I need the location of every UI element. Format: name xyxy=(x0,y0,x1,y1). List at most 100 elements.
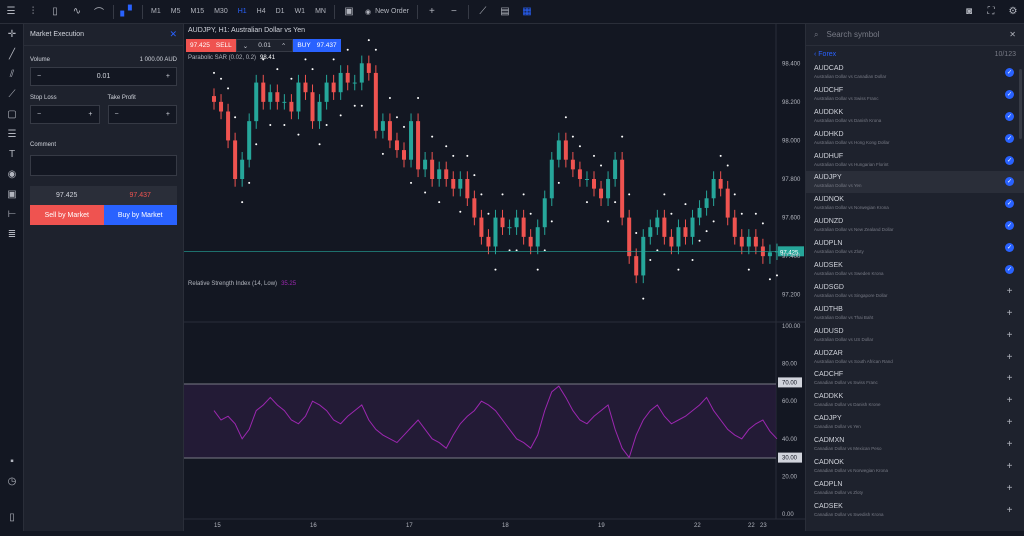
timeframe-mn[interactable]: MN xyxy=(315,8,326,15)
symbol-item-cadpln[interactable]: CADPLN Canadian Dollar vs Zloty + xyxy=(806,478,1024,500)
check-icon[interactable]: ✓ xyxy=(1005,155,1014,165)
group-header[interactable]: ‹ Forex 10/123 xyxy=(806,46,1024,62)
chart-svg[interactable]: 97.425 98.400 98.200 98.000 97.800 97.600 97.4… xyxy=(184,24,805,531)
symbol-item-cadsek[interactable]: CADSEK Canadian Dollar vs Swedish Krona + xyxy=(806,500,1024,522)
collapse-icon[interactable]: ▯ xyxy=(9,511,15,523)
timeframe-m15[interactable]: M15 xyxy=(190,8,205,15)
add-icon[interactable]: + xyxy=(1006,395,1013,407)
symbol-item-audhuf[interactable]: AUDHUF Australian Dollar vs Hungarian Flo… xyxy=(806,150,1024,172)
volume-icon[interactable]: ▖▘ xyxy=(120,6,136,17)
templates-icon[interactable]: ▤ xyxy=(500,6,510,17)
check-icon[interactable]: ✓ xyxy=(1005,89,1014,99)
take-profit-stepper[interactable]: − + xyxy=(107,105,177,124)
symbol-item-audnok[interactable]: AUDNOK Australian Dollar vs Norwegian Kro… xyxy=(806,193,1024,215)
settings-icon[interactable]: ⚙ xyxy=(1008,6,1018,17)
symbol-item-audusd[interactable]: AUDUSD Australian Dollar vs US Dollar + xyxy=(806,325,1024,347)
decrease-icon[interactable]: − xyxy=(37,73,42,80)
line-chart-icon[interactable]: ∿ xyxy=(72,6,82,17)
area-chart-icon[interactable]: ⌒ xyxy=(94,8,104,19)
check-icon[interactable]: ✓ xyxy=(1005,199,1014,209)
comment-input[interactable] xyxy=(30,155,177,176)
timeframe-m5[interactable]: M5 xyxy=(170,8,181,15)
buy-by-market-button[interactable]: Buy by Market xyxy=(103,205,177,225)
bar-chart-icon[interactable]: ⫶ xyxy=(31,6,35,17)
history-icon[interactable]: ◷ xyxy=(7,475,17,487)
check-icon[interactable]: ✓ xyxy=(1005,133,1014,143)
timeframe-m1[interactable]: M1 xyxy=(151,8,161,15)
add-icon[interactable]: + xyxy=(1006,439,1013,451)
symbol-list-icon[interactable]: ▦ xyxy=(522,6,532,17)
timeframe-w1[interactable]: W1 xyxy=(294,8,306,15)
new-order-button[interactable]: ◉ New Order xyxy=(360,0,414,24)
check-icon[interactable]: ✓ xyxy=(1005,177,1014,187)
check-icon[interactable]: ✓ xyxy=(1005,265,1014,275)
add-icon[interactable]: + xyxy=(1006,482,1013,494)
increase-icon[interactable]: + xyxy=(88,111,93,118)
tree-icon[interactable]: ⊢ xyxy=(7,208,17,220)
timeframe-m30[interactable]: M30 xyxy=(214,8,228,15)
add-icon[interactable]: + xyxy=(1006,307,1013,319)
scrollbar[interactable] xyxy=(1019,69,1022,139)
symbol-item-audjpy[interactable]: AUDJPY Australian Dollar vs Yen ✓ xyxy=(806,171,1024,194)
rectangle-icon[interactable]: ▢ xyxy=(7,108,17,120)
close-icon[interactable]: ✕ xyxy=(1009,30,1016,39)
symbol-item-audchf[interactable]: AUDCHF Australian Dollar vs Swiss Franc ✓ xyxy=(806,84,1024,106)
check-icon[interactable]: ✓ xyxy=(1005,68,1014,77)
fullscreen-icon[interactable]: ⛶ xyxy=(987,6,995,17)
symbol-item-audhkd[interactable]: AUDHKD Australian Dollar vs Hong Kong Dol… xyxy=(806,128,1024,150)
search-input[interactable]: Search symbol xyxy=(826,30,880,39)
menu-icon[interactable]: ☰ xyxy=(6,6,16,17)
add-icon[interactable]: + xyxy=(1006,504,1013,516)
flag-icon[interactable]: ▪ xyxy=(10,455,14,467)
text-icon[interactable]: T xyxy=(8,148,16,160)
symbol-item-auddkk[interactable]: AUDDKK Australian Dollar vs Danish Krona ✓ xyxy=(806,106,1024,128)
symbol-item-audnzd[interactable]: AUDNZD Australian Dollar vs New Zealand D… xyxy=(806,215,1024,237)
fibonacci-icon[interactable]: ☰ xyxy=(7,128,17,140)
eye-icon[interactable]: ◉ xyxy=(7,168,17,180)
zoom-in-icon[interactable]: + xyxy=(429,6,435,17)
lock-icon[interactable]: ▣ xyxy=(7,188,17,200)
check-icon[interactable]: ✓ xyxy=(1005,243,1014,253)
layers-icon[interactable]: ≣ xyxy=(7,228,17,240)
add-icon[interactable]: + xyxy=(1006,373,1013,385)
close-icon[interactable]: ✕ xyxy=(169,29,177,39)
timeframe-h1[interactable]: H1 xyxy=(237,8,247,15)
chart-area[interactable]: 97.425 98.400 98.200 98.000 97.800 97.600 97.4… xyxy=(184,24,805,531)
symbol-item-audsek[interactable]: AUDSEK Australian Dollar vs Sweden Krona ✓ xyxy=(806,259,1024,281)
camera-icon[interactable]: ▣ xyxy=(344,6,354,17)
add-icon[interactable]: + xyxy=(1006,285,1013,297)
check-icon[interactable]: ✓ xyxy=(1005,111,1014,121)
chevron-left-icon[interactable]: ‹ xyxy=(814,50,819,58)
add-icon[interactable]: + xyxy=(1006,417,1013,429)
symbol-item-audthb[interactable]: AUDTHB Australian Dollar vs Thai Baht + xyxy=(806,303,1024,325)
symbol-item-audpln[interactable]: AUDPLN Australian Dollar vs Zloty ✓ xyxy=(806,237,1024,259)
quick-buy-button[interactable]: BUY 97.437 xyxy=(293,39,341,52)
channel-icon[interactable]: ⫽ xyxy=(9,68,15,80)
symbol-search[interactable]: ⌕ Search symbol ✕ xyxy=(806,24,1024,46)
trendline-icon[interactable]: ╱ xyxy=(8,48,16,60)
stop-loss-stepper[interactable]: − + xyxy=(30,105,100,124)
decrease-icon[interactable]: − xyxy=(37,111,42,118)
screenshot-icon[interactable]: ◙ xyxy=(965,6,973,17)
symbol-item-caddkk[interactable]: CADDKK Canadian Dollar vs Danish Krone + xyxy=(806,390,1024,412)
symbol-item-audzar[interactable]: AUDZAR Australian Dollar vs South African… xyxy=(806,347,1024,369)
quick-sell-button[interactable]: 97.425 SELL xyxy=(186,39,236,52)
symbol-item-audcad[interactable]: AUDCAD Australian Dollar vs Canadian Doll… xyxy=(806,62,1024,84)
symbol-item-audsgd[interactable]: AUDSGD Australian Dollar vs Singapore Dol… xyxy=(806,281,1024,303)
lot-stepper[interactable]: − 0.01 + xyxy=(30,67,177,86)
crosshair-icon[interactable]: ✛ xyxy=(7,28,17,40)
increase-icon[interactable]: + xyxy=(165,73,170,80)
symbol-item-cadnok[interactable]: CADNOK Canadian Dollar vs Norwegian Krona… xyxy=(806,456,1024,478)
add-icon[interactable]: + xyxy=(1006,461,1013,473)
symbol-item-cadmxn[interactable]: CADMXN Canadian Dollar vs Mexican Peso + xyxy=(806,434,1024,456)
check-icon[interactable]: ✓ xyxy=(1005,221,1014,231)
symbol-item-cadchf[interactable]: CADCHF Canadian Dollar vs Swiss Franc + xyxy=(806,368,1024,390)
symbol-item-cadjpy[interactable]: CADJPY Canadian Dollar vs Yen + xyxy=(806,412,1024,434)
increase-icon[interactable]: + xyxy=(165,111,170,118)
zoom-out-icon[interactable]: − xyxy=(451,6,457,17)
decrease-icon[interactable]: − xyxy=(114,111,119,118)
timeframe-d1[interactable]: D1 xyxy=(275,8,285,15)
sell-by-market-button[interactable]: Sell by Market xyxy=(30,205,104,225)
timeframe-h4[interactable]: H4 xyxy=(256,8,266,15)
quick-lot-field[interactable]: ⌄ 0.01 ⌃ xyxy=(235,39,294,52)
